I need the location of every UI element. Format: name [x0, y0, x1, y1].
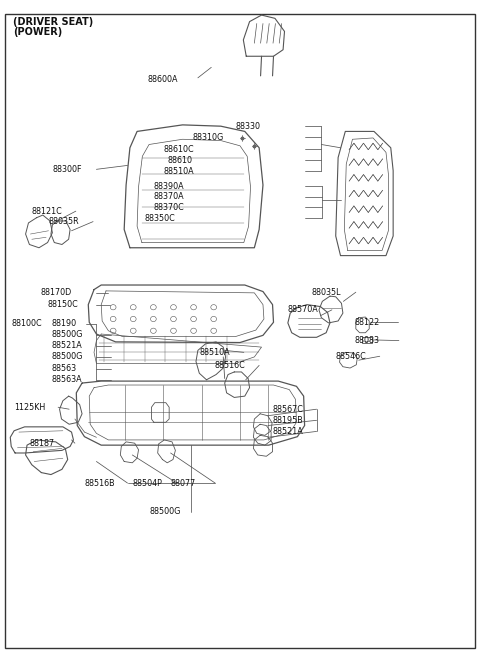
- Text: 88100C: 88100C: [11, 319, 42, 328]
- Text: 88504P: 88504P: [132, 479, 162, 487]
- Text: 88035L: 88035L: [312, 288, 341, 297]
- Text: 88563A: 88563A: [52, 375, 83, 384]
- Text: 88600A: 88600A: [147, 75, 178, 84]
- Text: 88521A: 88521A: [273, 427, 303, 436]
- Text: 88521A: 88521A: [52, 341, 83, 350]
- Text: 88500G: 88500G: [52, 352, 84, 362]
- Text: (DRIVER SEAT): (DRIVER SEAT): [12, 17, 93, 27]
- Text: 88170D: 88170D: [40, 288, 72, 297]
- Text: 88195B: 88195B: [273, 416, 303, 425]
- Text: 88570A: 88570A: [288, 305, 319, 314]
- Text: 88390A: 88390A: [154, 182, 184, 191]
- Text: 88083: 88083: [355, 336, 380, 345]
- Text: 88510A: 88510A: [199, 348, 230, 357]
- Text: 88122: 88122: [355, 318, 380, 327]
- Text: 88516C: 88516C: [215, 361, 245, 370]
- Text: 88510A: 88510A: [163, 167, 194, 176]
- Text: 88035R: 88035R: [48, 217, 79, 226]
- Text: 88370A: 88370A: [154, 193, 184, 201]
- Text: 88567C: 88567C: [273, 405, 303, 414]
- Text: 88077: 88077: [170, 479, 196, 487]
- Text: 88121C: 88121C: [32, 207, 62, 215]
- Text: 88310G: 88310G: [192, 133, 223, 141]
- Text: 88150C: 88150C: [47, 300, 78, 309]
- Text: 88190: 88190: [52, 319, 77, 328]
- Text: 88370C: 88370C: [154, 203, 185, 212]
- Text: 88516B: 88516B: [84, 479, 115, 487]
- Text: 88330: 88330: [235, 122, 260, 131]
- Text: (POWER): (POWER): [12, 27, 62, 37]
- Text: 88610: 88610: [167, 156, 192, 164]
- Text: 1125KH: 1125KH: [14, 403, 45, 412]
- Text: 88546C: 88546C: [336, 352, 366, 361]
- Text: 88187: 88187: [29, 439, 55, 447]
- Text: 88500G: 88500G: [149, 508, 180, 516]
- Text: 88300F: 88300F: [52, 165, 82, 174]
- Text: 88500G: 88500G: [52, 330, 84, 339]
- Bar: [362, 337, 372, 343]
- Text: 88563: 88563: [52, 364, 77, 373]
- Text: 88610C: 88610C: [163, 145, 194, 153]
- Text: 88350C: 88350C: [144, 214, 175, 223]
